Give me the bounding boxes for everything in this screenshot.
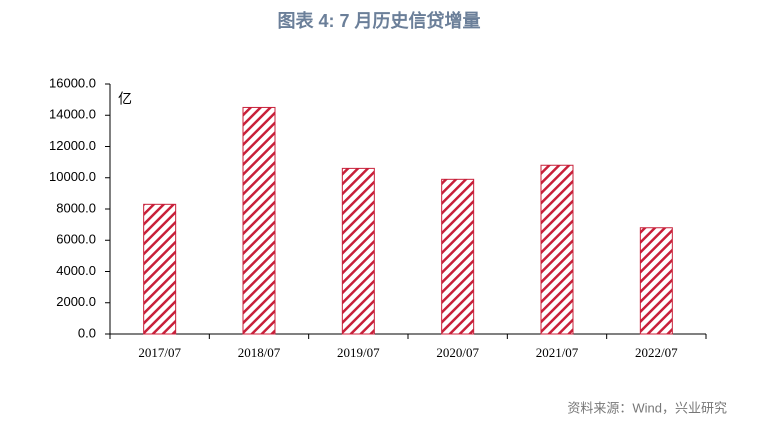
x-tick-label: 2017/07 [138, 345, 181, 360]
x-tick-label: 2020/07 [436, 345, 479, 360]
y-tick-label: 4000.0 [56, 263, 96, 278]
x-tick-label: 2021/07 [536, 345, 579, 360]
y-tick-label: 10000.0 [49, 169, 96, 184]
bar [143, 203, 177, 335]
bar [341, 167, 375, 335]
bar [540, 164, 574, 335]
chart-title: 图表 4: 7 月历史信贷增量 [277, 10, 480, 31]
unit-label: 亿 [118, 91, 132, 107]
x-tick-label: 2019/07 [337, 345, 380, 360]
y-tick-label: 6000.0 [56, 232, 96, 247]
bar [242, 106, 276, 335]
x-tick-label: 2022/07 [635, 345, 678, 360]
x-tick-label: 2018/07 [238, 345, 281, 360]
bar [441, 178, 475, 335]
bar [639, 227, 673, 335]
y-tick-label: 14000.0 [49, 107, 96, 122]
y-tick-label: 8000.0 [56, 200, 96, 215]
source-note: 资料来源：Wind，兴业研究 [567, 400, 727, 415]
y-tick-label: 0.0 [78, 325, 96, 340]
y-tick-label: 16000.0 [49, 75, 96, 90]
y-tick-label: 12000.0 [49, 138, 96, 153]
y-tick-label: 2000.0 [56, 294, 96, 309]
